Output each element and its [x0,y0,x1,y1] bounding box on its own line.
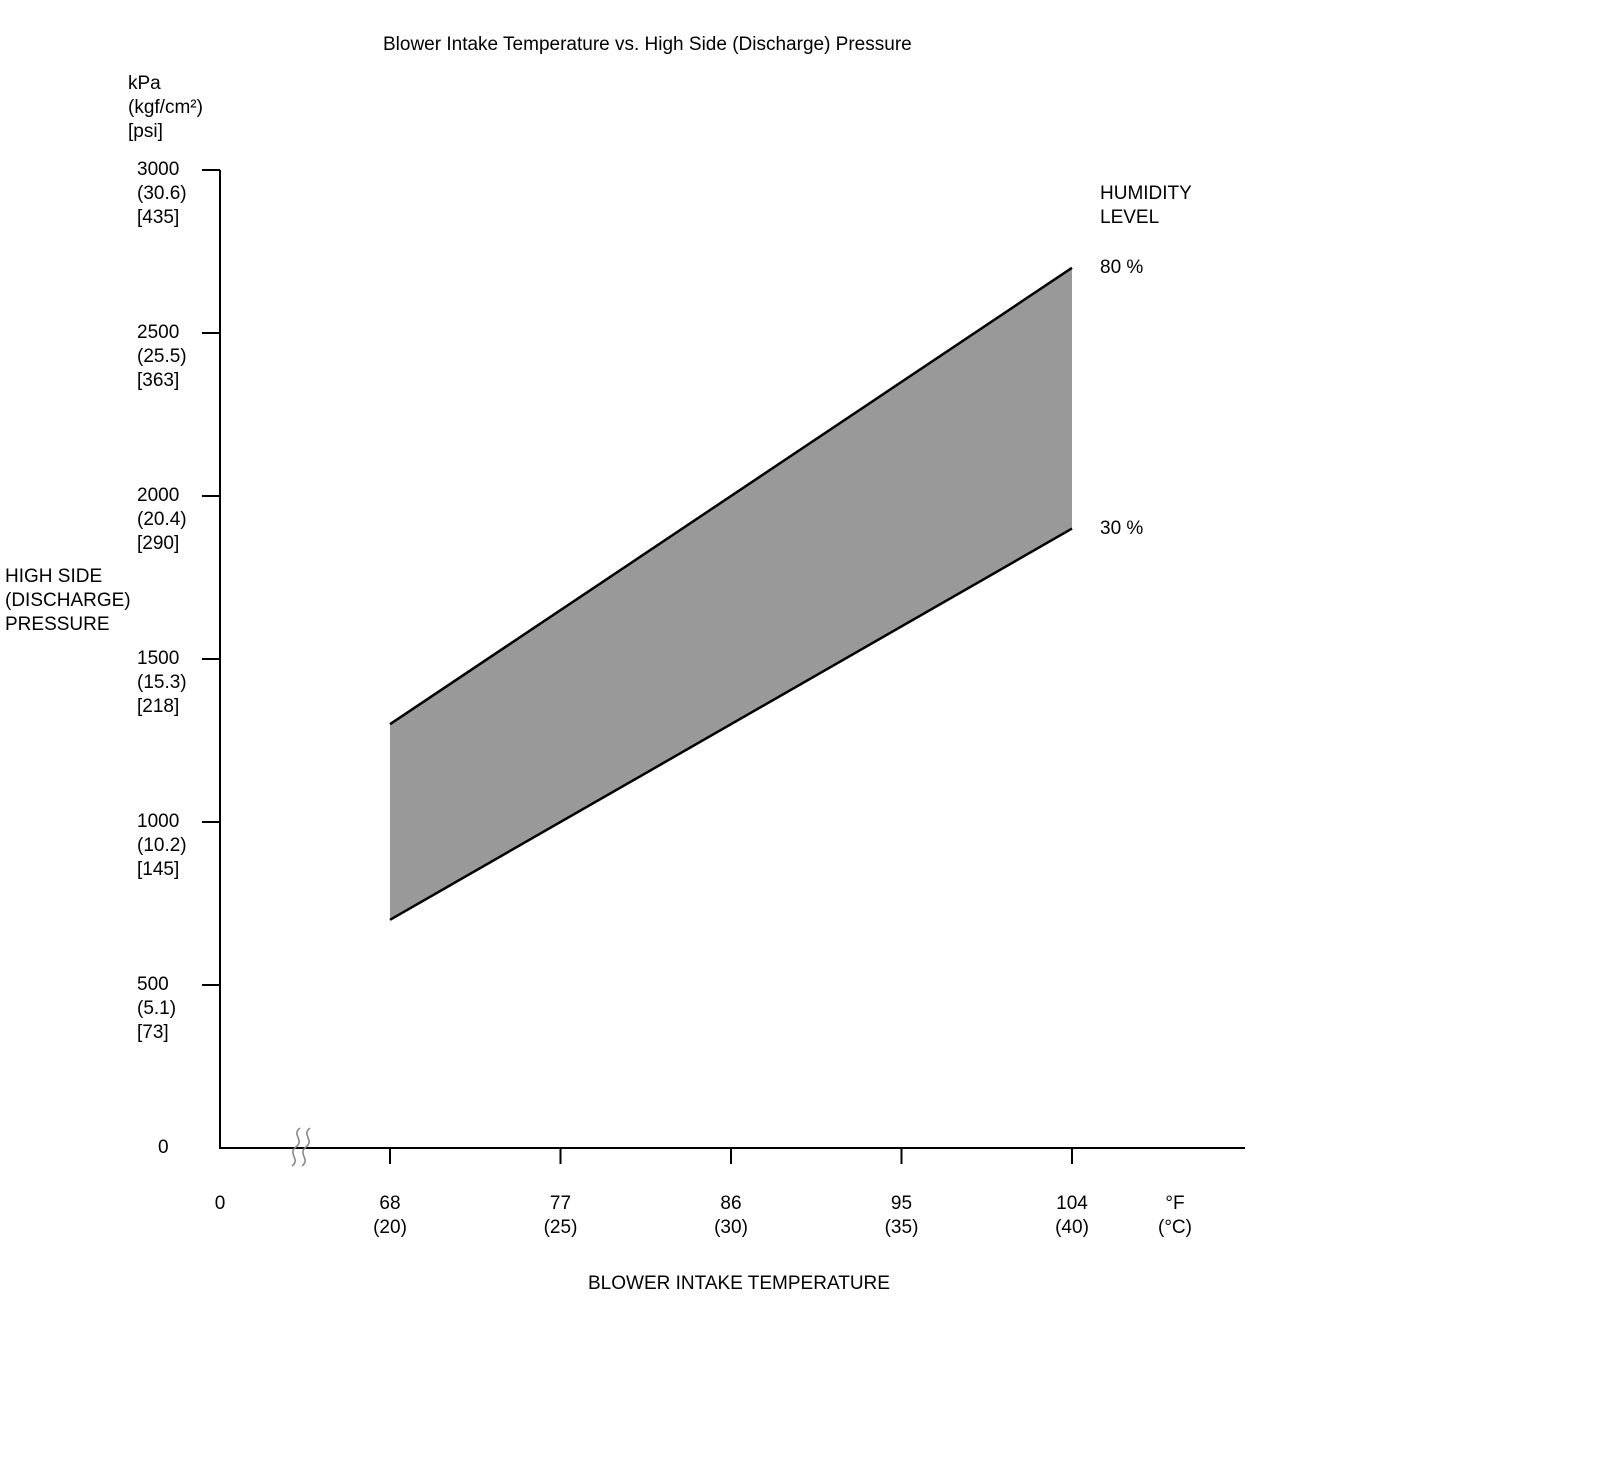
x-tick-label-line: 68 [379,1193,401,1214]
humidity-band [390,267,1072,920]
x-unit-label: °F (°C) [1158,1192,1192,1240]
y-tick-label: 1500 (15.3) [218] [137,647,187,719]
series-label-80: 80 % [1100,256,1144,278]
y-tick-label-line: [435] [137,207,180,228]
y-axis-title: HIGH SIDE (DISCHARGE) PRESSURE [5,565,131,637]
y-tick-label-line: [218] [137,696,180,717]
x-tick-label-line: (30) [714,1217,748,1238]
y-tick-label-line: (10.2) [137,835,187,856]
x-tick-label-line: (20) [373,1217,407,1238]
x-axis-title: BLOWER INTAKE TEMPERATURE [588,1273,890,1294]
y-axis-title-line: (DISCHARGE) [5,590,131,611]
y-axis-unit-label-line: [psi] [128,121,163,142]
y-axis-unit-label: kPa (kgf/cm²) [psi] [128,72,203,144]
y-tick-label-line: (25.5) [137,346,187,367]
y-tick-label: 0 [158,1136,169,1160]
y-tick-label-line: 500 [137,974,169,995]
x-tick-label: 68 (20) [373,1192,407,1240]
y-tick-label-line: (5.1) [137,998,177,1019]
x-tick-label-line: (35) [884,1217,919,1238]
x-tick-label: 77 (25) [544,1192,578,1240]
y-tick-label: 1000 (10.2) [145] [137,810,187,882]
y-axis-unit-label-line: kPa [128,73,161,94]
x-origin-label: 0 [215,1192,226,1216]
y-tick-label: 3000 (30.6) [435] [137,158,187,230]
y-axis-title-line: PRESSURE [5,614,110,635]
legend-title-line: LEVEL [1100,207,1160,228]
legend-title: HUMIDITY LEVEL [1100,182,1192,230]
y-axis-unit-label-line: (kgf/cm²) [128,97,203,118]
y-tick-label-line: [290] [137,533,180,554]
chart-title: Blower Intake Temperature vs. High Side … [383,34,912,55]
axis-break-icon [301,1127,311,1167]
axis-break-icon [291,1127,301,1167]
x-tick-label: 104 (40) [1055,1192,1089,1240]
y-tick-label-line: 1500 [137,648,180,669]
x-tick-label-line: 95 [890,1193,913,1214]
legend-title-line: HUMIDITY [1100,183,1192,204]
x-tick-label-line: 77 [549,1193,572,1214]
y-tick-label-line: [145] [137,859,180,880]
x-tick-label-line: (40) [1055,1217,1089,1238]
y-tick-label-line: 2000 [137,485,180,506]
y-tick-label-line: 3000 [137,159,180,180]
y-tick-label-line: (30.6) [137,183,187,204]
x-tick-label: 95 (35) [885,1192,919,1240]
y-axis-title-line: HIGH SIDE [5,566,103,587]
x-origin-label-line: 0 [214,1193,226,1214]
humidity-line-80 [389,266,1073,726]
series-label-30: 30 % [1100,517,1144,539]
y-tick-label: 2500 (25.5) [363] [137,321,187,393]
x-unit-label-line: °F [1165,1193,1185,1214]
y-tick-label-line: 0 [158,1137,169,1158]
y-tick-label-line: [73] [137,1022,169,1043]
y-tick-label: 2000 (20.4) [290] [137,484,187,556]
y-tick-label-line: (15.3) [137,672,187,693]
y-tick-label-line: 1000 [137,811,180,832]
x-tick-label-line: 86 [720,1193,742,1214]
humidity-line-30 [389,527,1073,921]
x-unit-label-line: (°C) [1158,1217,1192,1238]
x-tick-label-line: 104 [1056,1193,1088,1214]
x-tick-label-line: (25) [543,1217,578,1238]
y-tick-label-line: (20.4) [137,509,187,530]
y-tick-label: 500 (5.1) [73] [137,973,176,1045]
y-tick-label-line: [363] [137,370,180,391]
y-tick-label-line: 2500 [137,322,180,343]
x-tick-label: 86 (30) [714,1192,748,1240]
